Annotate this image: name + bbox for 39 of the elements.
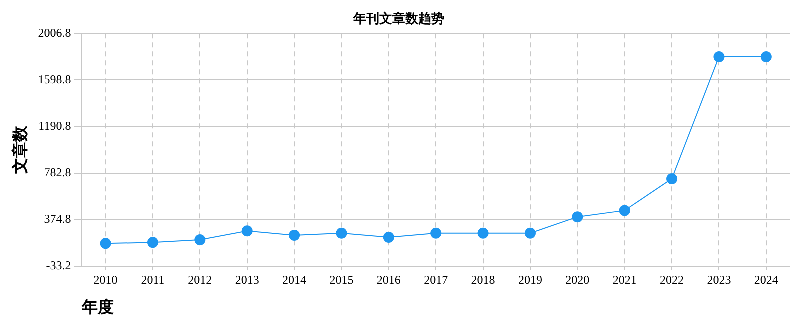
x-tick-label: 2016 (376, 272, 401, 287)
chart-title: 年刊文章数趋势 (352, 11, 444, 26)
x-tick-label: 2011 (141, 272, 165, 287)
point (619, 205, 630, 216)
y-tick-label: 374.8 (44, 212, 72, 226)
x-tick-label: 2021 (612, 272, 637, 287)
point (100, 238, 112, 250)
x-tick-label: 2017 (424, 272, 448, 287)
y-tick-label: 782.8 (44, 165, 72, 180)
x-tick-label: 2013 (235, 272, 260, 287)
point (760, 51, 772, 62)
point (147, 237, 158, 248)
point (478, 228, 489, 239)
y-axis-title: 文章数 (12, 125, 30, 175)
x-tick-label: 2012 (188, 272, 212, 287)
point (336, 228, 348, 239)
x-axis-title: 年度 (81, 298, 114, 317)
y-tick-label: -33.2 (46, 258, 72, 273)
point (383, 232, 394, 244)
x-tick-label: 2024 (754, 272, 778, 287)
x-tick-label: 2022 (660, 272, 684, 287)
point (524, 228, 536, 239)
x-tick-label: 2020 (566, 272, 590, 287)
point (194, 234, 206, 246)
y-tick-label: 2006.8 (38, 26, 72, 40)
point (572, 212, 584, 223)
y-tick-label: 1598.8 (38, 72, 72, 86)
point (666, 173, 678, 184)
point (242, 226, 253, 237)
x-tick-label: 2010 (94, 272, 118, 287)
x-tick-label: 2023 (707, 272, 732, 287)
x-tick-label: 2014 (282, 272, 307, 287)
point (714, 51, 725, 62)
x-tick-label: 2015 (330, 272, 354, 287)
point (430, 228, 442, 239)
y-tick-label: 1190.8 (38, 118, 72, 133)
x-tick-label: 2019 (518, 272, 542, 287)
x-tick-label: 2018 (471, 272, 496, 287)
point (289, 230, 300, 241)
